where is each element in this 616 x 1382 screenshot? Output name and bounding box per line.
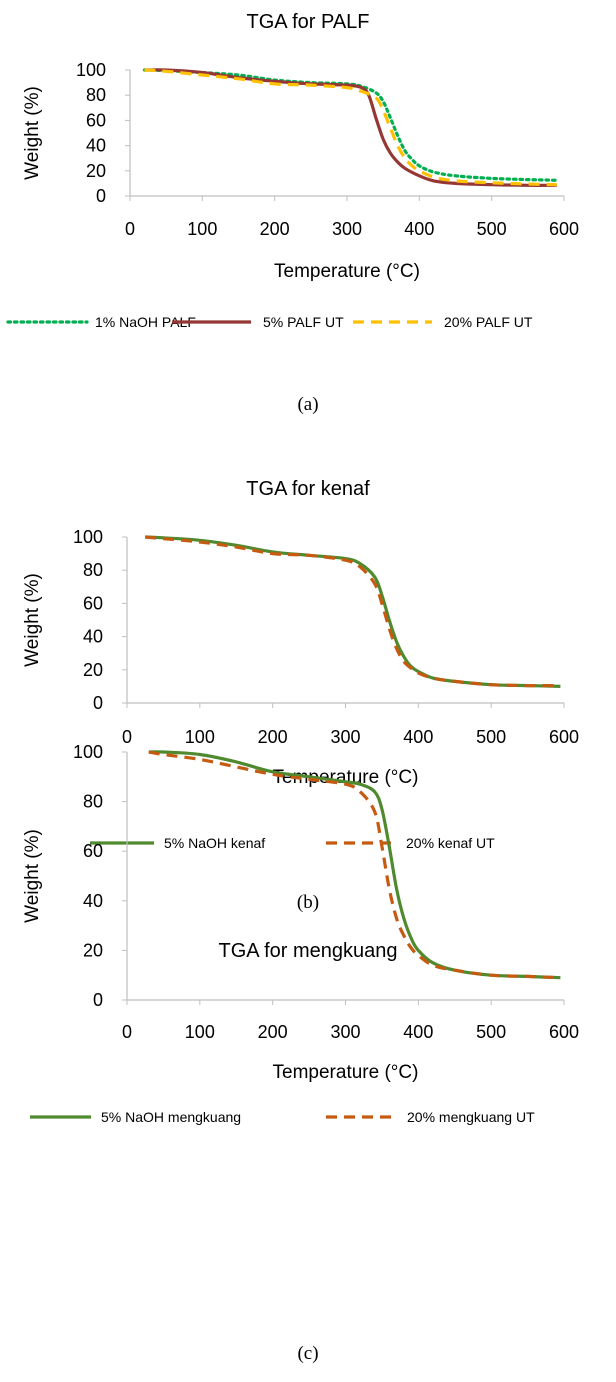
x-tick-label: 400 xyxy=(403,727,433,747)
x-tick-label: 500 xyxy=(476,1022,506,1042)
x-tick-label: 100 xyxy=(185,1022,215,1042)
x-axis-label: Temperature (°C) xyxy=(274,261,420,282)
y-tick-label: 60 xyxy=(83,593,103,613)
y-tick-label: 60 xyxy=(83,841,103,861)
chart-title: TGA for kenaf xyxy=(246,478,370,500)
series-line-1 xyxy=(145,535,561,688)
y-tick-label: 0 xyxy=(96,186,106,206)
y-tick-label: 40 xyxy=(86,136,106,156)
x-tick-label: 0 xyxy=(122,727,132,747)
legend-label-1: 1% NaOH PALF xyxy=(95,314,196,330)
figure-caption: (b) xyxy=(296,892,320,913)
x-tick-label: 400 xyxy=(404,219,434,239)
x-tick-label: 600 xyxy=(549,727,579,747)
y-tick-label: 40 xyxy=(83,891,103,911)
y-tick-label: 100 xyxy=(73,742,103,762)
legend-label-3: 20% PALF UT xyxy=(444,314,533,330)
y-tick-label: 100 xyxy=(76,60,106,80)
x-tick-label: 600 xyxy=(549,219,579,239)
y-axis-label: Weight (%) xyxy=(22,573,43,667)
y-tick-label: 20 xyxy=(86,161,106,181)
legend-label-2: 5% PALF UT xyxy=(263,314,344,330)
figure-caption: (a) xyxy=(297,394,319,415)
x-tick-label: 100 xyxy=(185,727,215,747)
chart-title: TGA for PALF xyxy=(247,11,370,33)
x-tick-label: 200 xyxy=(258,727,288,747)
series-line-2 xyxy=(145,535,561,688)
legend-label-2: 20% kenaf UT xyxy=(406,835,495,851)
legend-label-1: 5% NaOH mengkuang xyxy=(101,1109,241,1125)
x-tick-label: 500 xyxy=(477,219,507,239)
figure-caption: (c) xyxy=(297,1343,319,1364)
x-tick-label: 300 xyxy=(330,1022,360,1042)
y-tick-label: 80 xyxy=(83,792,103,812)
x-tick-label: 300 xyxy=(330,727,360,747)
x-axis-label: Temperature (°C) xyxy=(273,1062,419,1083)
y-axis-label: Weight (%) xyxy=(22,829,43,923)
x-tick-label: 0 xyxy=(125,219,135,239)
y-axis-label: Weight (%) xyxy=(22,86,43,180)
y-tick-label: 0 xyxy=(93,693,103,713)
y-tick-label: 20 xyxy=(83,940,103,960)
series-line-1 xyxy=(148,750,561,980)
legend-label-2: 20% mengkuang UT xyxy=(407,1109,535,1125)
y-tick-label: 100 xyxy=(73,527,103,547)
x-tick-label: 500 xyxy=(476,727,506,747)
y-tick-label: 80 xyxy=(86,85,106,105)
y-tick-label: 20 xyxy=(83,660,103,680)
series-line-3 xyxy=(144,68,557,187)
series-line-2 xyxy=(148,750,561,980)
x-tick-label: 0 xyxy=(122,1022,132,1042)
x-axis-label: Temperature (°C) xyxy=(273,767,419,788)
legend-label-1: 5% NaOH kenaf xyxy=(164,835,265,851)
x-tick-label: 600 xyxy=(549,1022,579,1042)
x-tick-label: 200 xyxy=(258,1022,288,1042)
y-tick-label: 60 xyxy=(86,110,106,130)
x-tick-label: 100 xyxy=(187,219,217,239)
x-tick-label: 400 xyxy=(403,1022,433,1042)
chart-title: TGA for mengkuang xyxy=(219,940,398,962)
x-tick-label: 200 xyxy=(260,219,290,239)
y-tick-label: 40 xyxy=(83,627,103,647)
x-tick-label: 300 xyxy=(332,219,362,239)
series-line-1 xyxy=(142,68,559,182)
y-tick-label: 80 xyxy=(83,560,103,580)
y-tick-label: 0 xyxy=(93,990,103,1010)
